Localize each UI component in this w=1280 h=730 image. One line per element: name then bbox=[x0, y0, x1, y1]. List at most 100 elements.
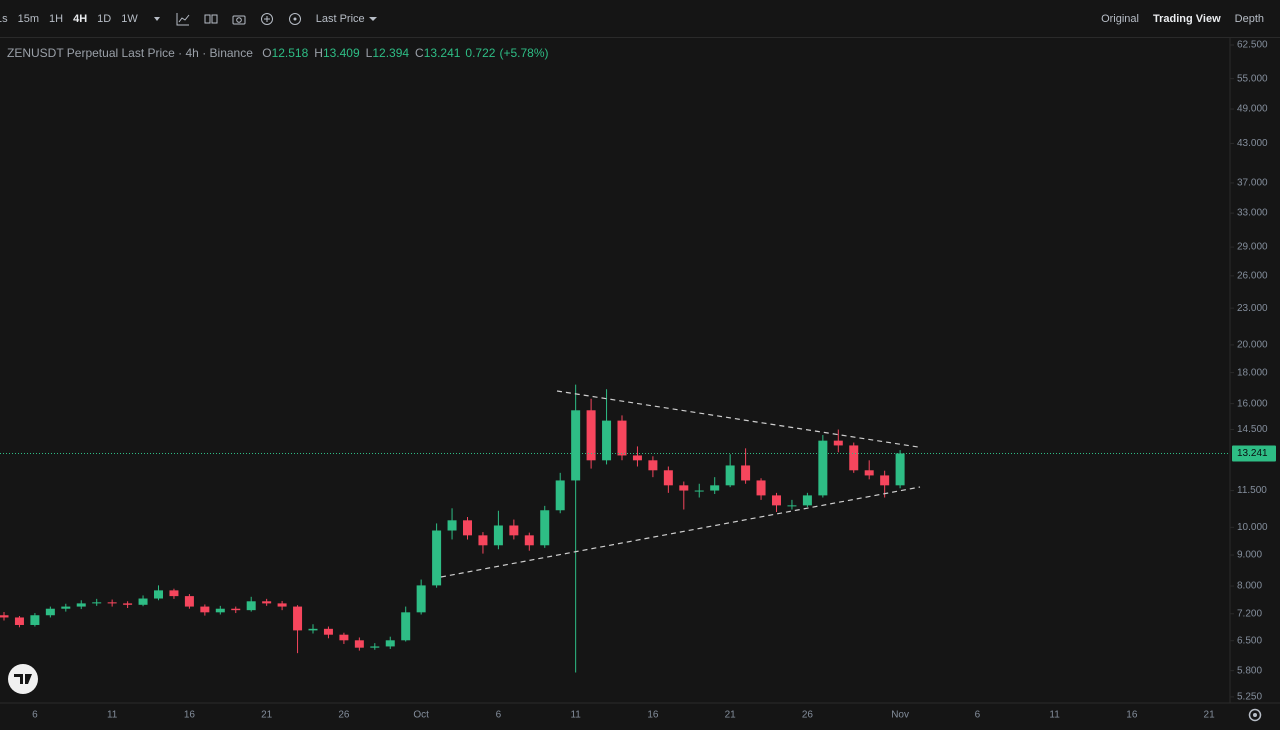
candle-body bbox=[61, 606, 71, 609]
indicator-icon[interactable] bbox=[176, 12, 190, 26]
candle-body bbox=[308, 628, 318, 631]
x-tick-label: 6 bbox=[975, 710, 981, 721]
candle-body bbox=[169, 590, 179, 597]
y-tick-label: 11.500 bbox=[1237, 485, 1267, 496]
add-icon[interactable] bbox=[260, 12, 274, 26]
y-tick-label: 55.000 bbox=[1237, 73, 1268, 84]
y-tick-label: 5.800 bbox=[1237, 665, 1262, 676]
view-tab[interactable]: Depth bbox=[1234, 13, 1264, 25]
candle-body bbox=[463, 520, 472, 536]
y-tick-label: 5.250 bbox=[1237, 692, 1262, 703]
x-tick-label: 26 bbox=[338, 710, 350, 721]
y-tick-label: 62.500 bbox=[1237, 40, 1268, 51]
y-tick-label: 7.200 bbox=[1237, 608, 1262, 619]
last-price-label: 13.241 bbox=[1237, 448, 1268, 459]
candle-body bbox=[772, 495, 781, 506]
candle-body bbox=[663, 470, 673, 486]
price-type[interactable]: Last Price bbox=[315, 12, 365, 25]
candle-body bbox=[0, 615, 9, 618]
interval-button[interactable]: 1D bbox=[97, 12, 112, 25]
candle-body bbox=[833, 440, 843, 446]
interval-button[interactable]: 1s bbox=[0, 12, 8, 25]
y-tick-label: 20.000 bbox=[1237, 340, 1268, 351]
x-tick-label: 16 bbox=[184, 710, 196, 721]
candle-body bbox=[864, 470, 874, 476]
x-tick-label: 11 bbox=[1049, 710, 1060, 721]
ohlc-value: 13.241 bbox=[423, 46, 461, 60]
candle-body bbox=[184, 596, 194, 607]
y-tick-label: 26.000 bbox=[1237, 270, 1268, 281]
y-tick-label: 33.000 bbox=[1237, 208, 1268, 219]
layout-icon[interactable] bbox=[204, 12, 218, 26]
chart-legend: ZENUSDT Perpetual Last Price · 4h · Bina… bbox=[7, 46, 548, 60]
candle-body bbox=[339, 634, 349, 641]
y-tick-label: 16.000 bbox=[1237, 398, 1268, 409]
chart-title: ZENUSDT Perpetual Last Price · 4h · Bina… bbox=[7, 46, 253, 60]
candle-body bbox=[14, 617, 24, 625]
view-group: Original Trading View Depth bbox=[1101, 0, 1264, 38]
ohlc-label: H bbox=[314, 46, 323, 60]
trendline-upper bbox=[556, 390, 919, 448]
y-tick-label: 9.000 bbox=[1237, 550, 1262, 561]
candle-body bbox=[818, 440, 828, 496]
y-tick-label: 10.000 bbox=[1237, 522, 1268, 533]
candle-body bbox=[30, 615, 40, 625]
candle-body bbox=[694, 490, 704, 492]
view-tab[interactable]: Original bbox=[1101, 13, 1139, 25]
interval-button[interactable]: 1W bbox=[121, 12, 138, 25]
x-tick-label: 11 bbox=[107, 710, 118, 721]
candle-body bbox=[416, 585, 426, 613]
candle-body bbox=[880, 475, 890, 486]
x-tick-label: 26 bbox=[802, 710, 814, 721]
candle-body bbox=[354, 640, 364, 648]
candle-body bbox=[586, 410, 596, 461]
y-tick-label: 37.000 bbox=[1237, 178, 1268, 189]
settings-icon[interactable] bbox=[1248, 708, 1262, 722]
interval-button[interactable]: 4H bbox=[73, 12, 88, 25]
candle-body bbox=[401, 612, 411, 641]
candle-body bbox=[555, 480, 565, 511]
ohlc-label: C bbox=[415, 46, 424, 60]
y-tick-label: 29.000 bbox=[1237, 242, 1268, 253]
candle-body bbox=[648, 460, 658, 471]
y-tick-label: 43.000 bbox=[1237, 138, 1268, 149]
y-tick-label: 14.500 bbox=[1237, 424, 1268, 435]
candle-body bbox=[756, 480, 766, 496]
candle-body bbox=[509, 525, 519, 536]
candle-body bbox=[524, 535, 534, 546]
dropdown-icon[interactable] bbox=[152, 14, 162, 24]
interval-button[interactable]: 15m bbox=[17, 12, 40, 25]
target-icon[interactable] bbox=[288, 12, 302, 26]
candle-body bbox=[787, 505, 797, 507]
candle-body bbox=[432, 530, 442, 586]
y-tick-label: 8.000 bbox=[1237, 581, 1262, 592]
candle-body bbox=[849, 445, 859, 471]
logo[interactable] bbox=[8, 664, 38, 694]
last-price-box bbox=[1232, 445, 1276, 462]
candle-body bbox=[802, 495, 812, 506]
candle-body bbox=[385, 640, 395, 647]
ohlc-value: 13.409 bbox=[322, 46, 360, 60]
x-tick-label: 6 bbox=[496, 710, 502, 721]
ohlc-label: L bbox=[365, 46, 373, 60]
ohlc-label: O bbox=[262, 46, 272, 60]
candle-body bbox=[138, 598, 148, 605]
x-tick-label: 21 bbox=[725, 710, 737, 721]
candle-body bbox=[493, 525, 503, 546]
candle-body bbox=[323, 628, 333, 635]
change-value: 0.722 bbox=[465, 46, 496, 60]
x-tick-label: 21 bbox=[261, 710, 273, 721]
x-tick-label: 16 bbox=[647, 710, 659, 721]
y-tick-label: 49.000 bbox=[1237, 104, 1268, 115]
change-percent: (+5.78%) bbox=[499, 46, 549, 60]
candle-body bbox=[76, 603, 86, 607]
view-tab[interactable]: Trading View bbox=[1152, 13, 1221, 25]
price-type-select[interactable]: Last Price bbox=[316, 13, 378, 25]
x-tick-label: 6 bbox=[32, 710, 38, 721]
ohlc-value: 12.394 bbox=[372, 46, 410, 60]
camera-icon[interactable] bbox=[232, 12, 246, 26]
interval-button[interactable]: 1H bbox=[49, 12, 64, 25]
candle-body bbox=[710, 485, 720, 491]
